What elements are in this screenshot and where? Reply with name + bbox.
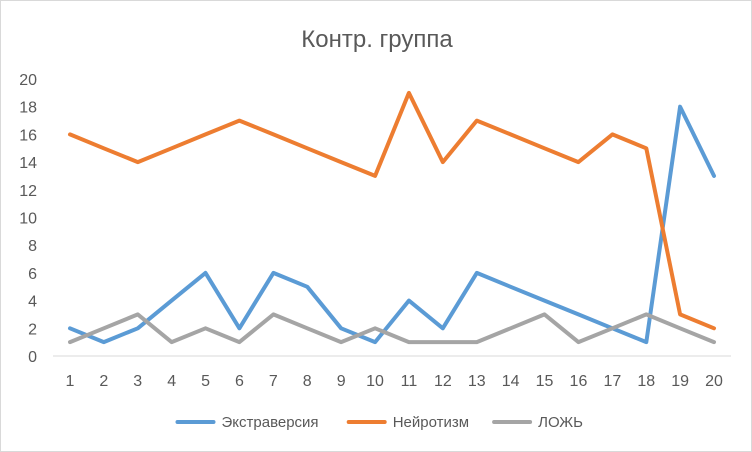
y-tick-label: 6	[28, 266, 37, 283]
plot-area	[68, 90, 716, 345]
series-line-2	[68, 90, 716, 331]
x-tick-label: 15	[536, 373, 554, 390]
x-tick-label: 6	[235, 373, 244, 390]
y-tick-label: 18	[19, 100, 37, 117]
legend-item: ЛОЖЬ	[492, 414, 583, 431]
y-tick-label: 12	[19, 183, 37, 200]
y-axis: 0 2 4 6 8 10 12 14 16 18 20	[19, 72, 37, 366]
legend-label: ЛОЖЬ	[538, 414, 583, 431]
x-tick-label: 14	[502, 373, 520, 390]
y-tick-label: 14	[19, 155, 37, 172]
legend-item: Нейротизм	[346, 414, 469, 431]
x-tick-label: 3	[133, 373, 142, 390]
x-tick-label: 10	[366, 373, 384, 390]
y-tick-label: 8	[28, 238, 37, 255]
series-line-1	[68, 104, 716, 345]
series-line-3	[68, 312, 716, 345]
legend-item: Экстраверсия	[175, 414, 319, 431]
y-tick-label: 16	[19, 127, 37, 144]
legend: Экстраверсия Нейротизм ЛОЖЬ	[175, 414, 583, 431]
x-tick-label: 13	[468, 373, 486, 390]
y-tick-label: 4	[28, 294, 37, 311]
x-tick-label: 16	[570, 373, 588, 390]
legend-label: Экстраверсия	[222, 414, 319, 431]
x-tick-label: 2	[99, 373, 108, 390]
chart-title: Контр. группа	[301, 26, 453, 53]
x-tick-label: 8	[303, 373, 312, 390]
y-tick-label: 0	[28, 349, 37, 366]
x-tick-label: 18	[637, 373, 655, 390]
x-axis: 1 2 3 4 5 6 7 8 9 10 11 12 13 14 15 16 17 18 19 20	[65, 373, 723, 390]
x-tick-label: 11	[401, 373, 418, 390]
legend-label: Нейротизм	[393, 414, 469, 431]
x-tick-label: 12	[434, 373, 452, 390]
x-tick-label: 9	[337, 373, 346, 390]
x-tick-label: 19	[671, 373, 689, 390]
y-tick-label: 10	[19, 211, 37, 228]
x-tick-label: 17	[603, 373, 621, 390]
x-tick-label: 1	[65, 373, 74, 390]
x-tick-label: 7	[269, 373, 278, 390]
x-tick-label: 20	[705, 373, 723, 390]
y-tick-label: 2	[28, 321, 37, 338]
x-tick-label: 5	[201, 373, 210, 390]
y-tick-label: 20	[19, 72, 37, 89]
x-tick-label: 4	[167, 373, 176, 390]
